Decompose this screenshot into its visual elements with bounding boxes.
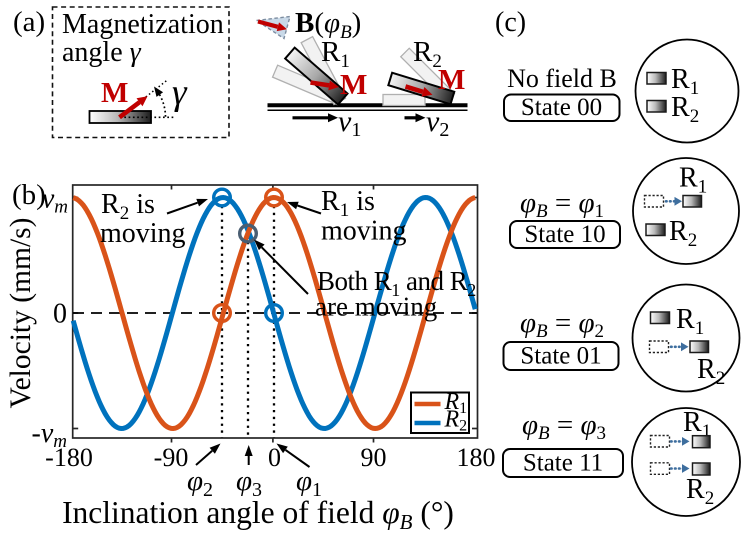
svg-text:-180: -180 <box>45 443 93 472</box>
svg-text:Inclination angle of field φB: Inclination angle of field φB (°) <box>62 495 454 531</box>
svg-text:R2: R2 <box>669 216 697 251</box>
svg-text:State 01: State 01 <box>520 343 601 370</box>
svg-text:moving: moving <box>321 216 407 247</box>
svg-text:φB = φ1: φB = φ1 <box>520 187 604 222</box>
svg-text:90: 90 <box>361 443 387 472</box>
svg-text:R1: R1 <box>676 304 704 339</box>
svg-text:M: M <box>340 69 367 101</box>
svg-text:M: M <box>438 64 465 96</box>
svg-text:State 10: State 10 <box>524 221 605 248</box>
svg-text:(b): (b) <box>12 179 46 211</box>
svg-text:vm: vm <box>42 184 68 218</box>
svg-text:State 11: State 11 <box>523 450 603 477</box>
svg-text:R2: R2 <box>686 474 714 509</box>
svg-text:Magnetization: Magnetization <box>62 9 224 40</box>
svg-text:Velocity (mm/s): Velocity (mm/s) <box>5 218 37 409</box>
svg-text:-90: -90 <box>154 443 189 472</box>
svg-text:φB = φ3: φB = φ3 <box>522 409 606 444</box>
svg-text:are moving: are moving <box>315 292 437 322</box>
svg-text:R1 is: R1 is <box>321 186 375 221</box>
svg-text:State 00: State 00 <box>521 94 602 121</box>
svg-text:No field B: No field B <box>507 64 617 93</box>
svg-text:γ: γ <box>172 72 188 113</box>
svg-text:φB = φ2: φB = φ2 <box>520 307 604 342</box>
svg-text:(c): (c) <box>495 7 526 38</box>
svg-text:(a): (a) <box>13 6 45 38</box>
svg-text:0: 0 <box>53 299 67 330</box>
svg-text:moving: moving <box>100 218 186 249</box>
svg-text:0: 0 <box>268 443 281 472</box>
svg-text:R1: R1 <box>679 163 707 198</box>
svg-text:R2 is: R2 is <box>101 189 155 224</box>
svg-text:180: 180 <box>457 443 496 472</box>
svg-text:angle γ: angle γ <box>62 37 142 68</box>
svg-text:M: M <box>101 77 128 109</box>
svg-text:-vm: -vm <box>32 418 68 452</box>
svg-text:R2: R2 <box>697 354 725 389</box>
